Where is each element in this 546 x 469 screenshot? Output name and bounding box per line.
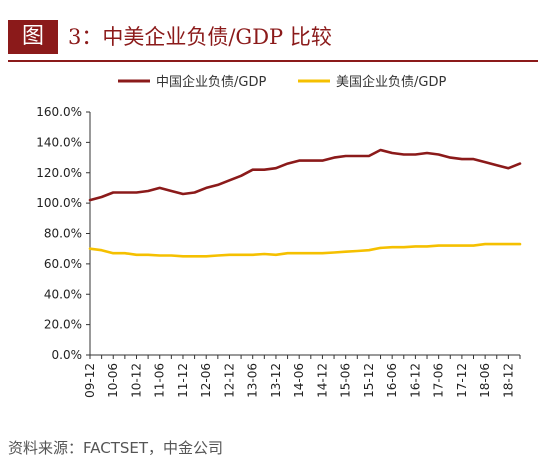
x-tick-label: 11-12: [176, 363, 190, 398]
series-line-china: [88, 148, 522, 202]
x-tick-label: 09-12: [83, 363, 97, 398]
series-line-us: [88, 242, 522, 258]
x-axis: 09-12 10-06 10-12 11-06 11-12 12-06 12-12 13-06…: [83, 354, 521, 398]
y-tick-label: 120.0%: [36, 166, 82, 180]
chart-legend: 中国企业负债/GDP 美国企业负债/GDP: [118, 74, 446, 90]
x-tick-label: 10-06: [106, 363, 120, 398]
x-tick-label: 15-12: [362, 363, 376, 398]
x-tick-label: 13-12: [269, 363, 283, 398]
source-note: 资料来源：FACTSET，中金公司: [8, 439, 224, 457]
x-tick-label: 13-06: [246, 363, 260, 398]
y-tick-label: 40.0%: [44, 287, 82, 301]
x-tick-label: 12-12: [222, 363, 236, 398]
x-tick-label: 16-06: [385, 363, 399, 398]
x-tick-label: 11-06: [153, 363, 167, 398]
x-tick-label: 15-06: [339, 363, 353, 398]
y-tick-label: 100.0%: [36, 196, 82, 210]
line-chart: 中国企业负债/GDP 美国企业负债/GDP 0.0% 20.0% 40.0% 60.0%…: [36, 74, 522, 398]
plot-series: [88, 148, 522, 258]
x-tick-label: 16-12: [408, 363, 422, 398]
x-tick-label: 17-12: [455, 363, 469, 398]
figure-title: 3：中美企业负债/GDP 比较: [68, 25, 332, 49]
legend-label: 中国企业负债/GDP: [156, 74, 266, 90]
x-tick-label: 18-12: [501, 363, 515, 398]
x-tick-label: 17-06: [432, 363, 446, 398]
y-tick-label: 60.0%: [44, 257, 82, 271]
y-tick-label: 20.0%: [44, 318, 82, 332]
x-tick-label: 18-06: [478, 363, 492, 398]
x-tick-label: 10-12: [129, 363, 143, 398]
y-tick-label: 0.0%: [52, 348, 83, 362]
x-tick-label: 14-06: [292, 363, 306, 398]
legend-label: 美国企业负债/GDP: [336, 74, 446, 90]
figure-label: 图: [8, 20, 58, 54]
title-divider: [8, 60, 538, 62]
y-tick-label: 140.0%: [36, 135, 82, 149]
y-axis: 0.0% 20.0% 40.0% 60.0% 80.0% 100.0% 120.0% 140.…: [36, 105, 91, 362]
x-tick-label: 12-06: [199, 363, 213, 398]
x-tick-label: 14-12: [315, 363, 329, 398]
y-tick-label: 160.0%: [36, 105, 82, 119]
y-tick-label: 80.0%: [44, 227, 82, 241]
